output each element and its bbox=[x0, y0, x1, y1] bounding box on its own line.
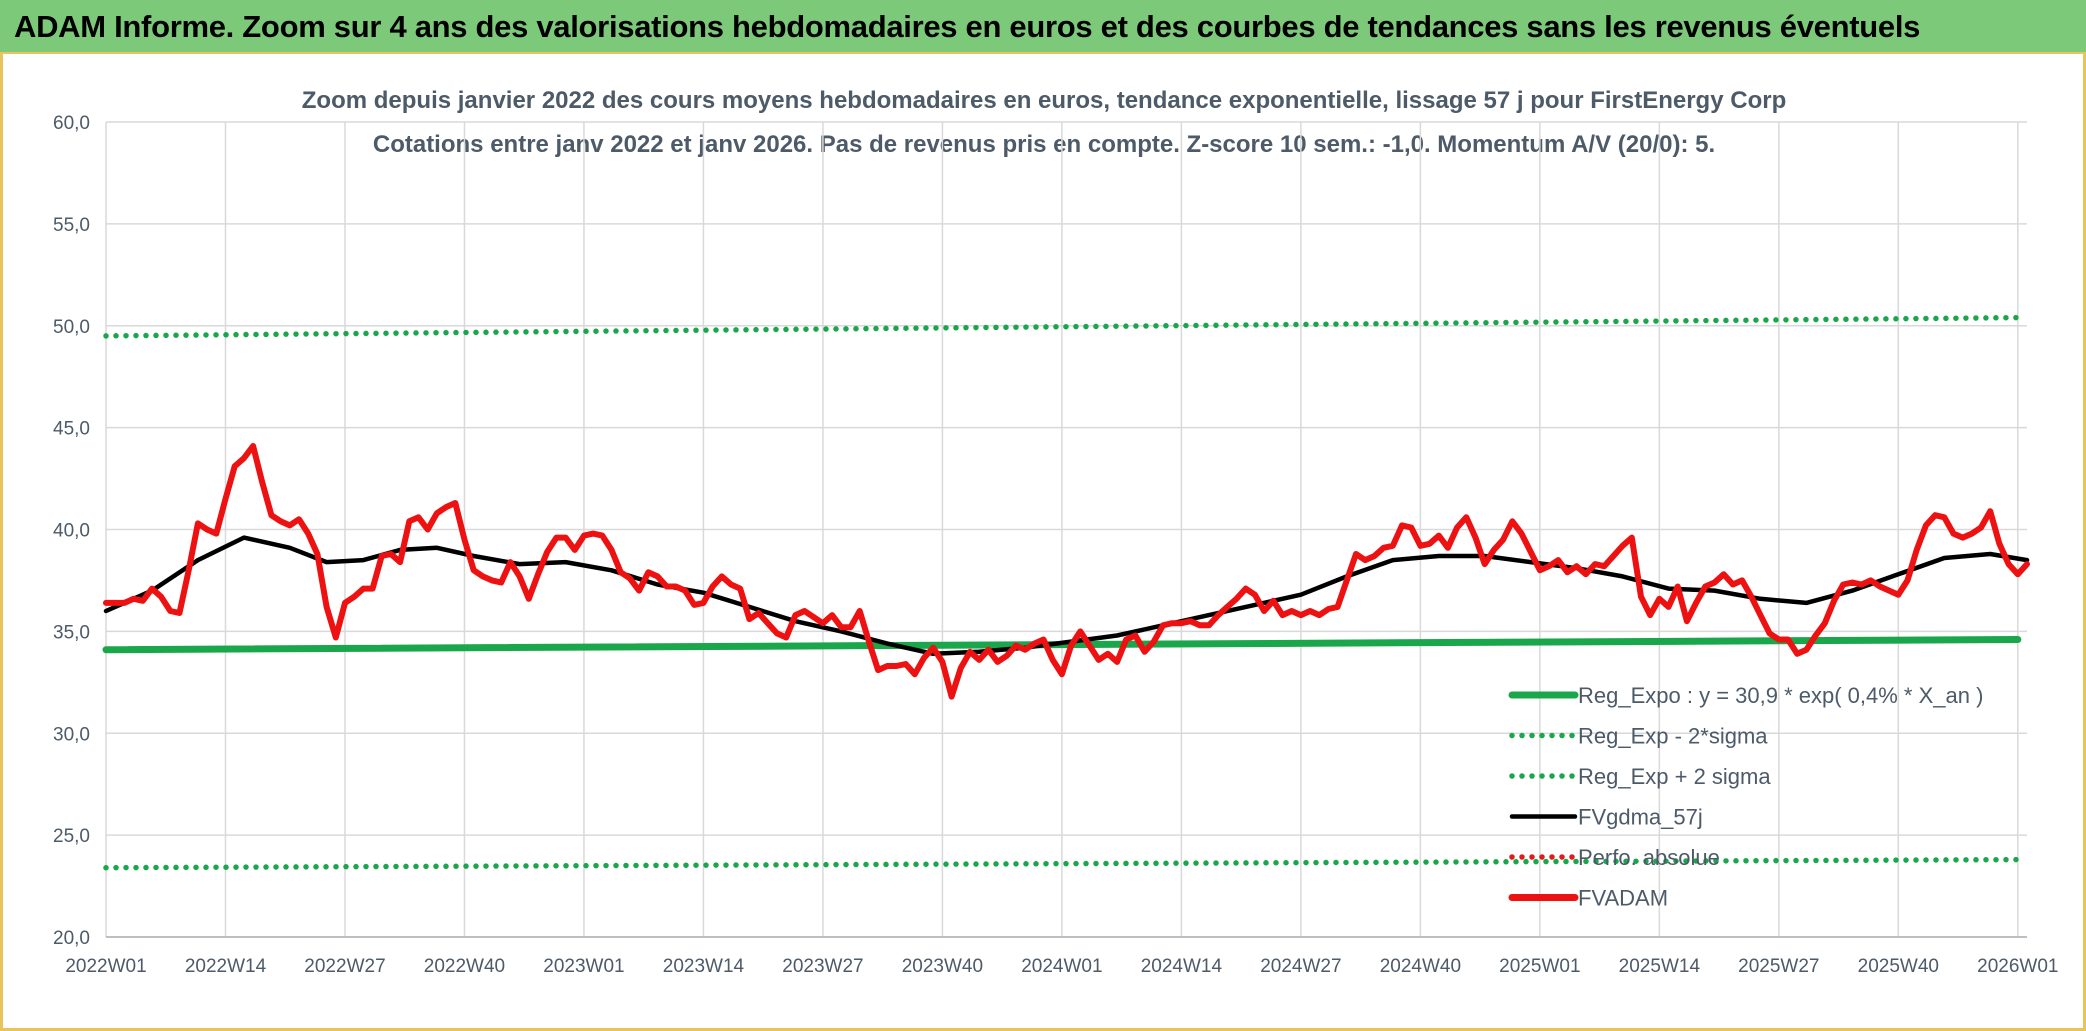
x-axis: 2022W01 2022W14 2022W27 2022W40 2023W01 2023W… bbox=[65, 936, 2058, 977]
header-banner: ADAM Informe. Zoom sur 4 ans des valoris… bbox=[0, 0, 2086, 54]
x-tick-label: 2023W40 bbox=[902, 956, 983, 977]
x-tick-label: 2023W27 bbox=[782, 956, 863, 977]
y-tick-label: 20,0 bbox=[53, 928, 90, 949]
plot-area bbox=[102, 314, 2030, 871]
y-tick-label: 55,0 bbox=[53, 215, 90, 236]
x-tick-label: 2023W14 bbox=[663, 956, 745, 977]
x-tick-label: 2024W14 bbox=[1141, 956, 1223, 977]
x-tick-label: 2025W14 bbox=[1619, 956, 1701, 977]
y-tick-label: 50,0 bbox=[53, 317, 90, 338]
series-line bbox=[103, 314, 2021, 339]
y-tick-label: 45,0 bbox=[53, 419, 90, 440]
x-tick-label: 2022W14 bbox=[185, 956, 267, 977]
report-title: ADAM Informe. Zoom sur 4 ans des valoris… bbox=[14, 9, 1921, 44]
y-tick-label: 30,0 bbox=[53, 724, 90, 745]
x-tick-label: 2025W27 bbox=[1738, 956, 1819, 977]
chart-subtitle: Cotations entre janv 2022 et janv 2026. … bbox=[373, 131, 1715, 158]
legend: Reg_Expo : y = 30,9 * exp( 0,4% * X_an )… bbox=[1508, 683, 1983, 911]
x-tick-label: 2024W40 bbox=[1380, 956, 1461, 977]
x-tick-label: 2024W27 bbox=[1260, 956, 1341, 977]
x-tick-label: 2022W01 bbox=[65, 956, 146, 977]
x-tick-label: 2024W01 bbox=[1021, 956, 1102, 977]
series-line bbox=[103, 856, 2021, 871]
y-tick-label: 25,0 bbox=[53, 826, 90, 847]
legend-label: FVADAM bbox=[1578, 886, 1668, 911]
legend-label: Reg_Expo : y = 30,9 * exp( 0,4% * X_an ) bbox=[1578, 683, 1983, 708]
chart-title: Zoom depuis janvier 2022 des cours moyen… bbox=[302, 87, 1786, 114]
series-line bbox=[103, 443, 2030, 700]
legend-label: Perfo. absolue bbox=[1578, 845, 1720, 870]
x-tick-label: 2022W27 bbox=[304, 956, 385, 977]
legend-label: Reg_Exp - 2*sigma bbox=[1578, 724, 1768, 749]
grid-lines bbox=[105, 121, 2027, 938]
y-tick-label: 60,0 bbox=[53, 113, 90, 134]
x-tick-label: 2026W01 bbox=[1977, 956, 2058, 977]
y-axis: 20,0 25,0 30,0 35,0 40,0 45,0 50,0 55,0 60,0 bbox=[53, 113, 90, 949]
legend-label: FVgdma_57j bbox=[1578, 805, 1703, 830]
legend-label: Reg_Exp + 2 sigma bbox=[1578, 764, 1771, 789]
y-tick-label: 40,0 bbox=[53, 521, 90, 542]
x-tick-label: 2025W40 bbox=[1858, 956, 1939, 977]
x-tick-label: 2022W40 bbox=[424, 956, 505, 977]
y-tick-label: 35,0 bbox=[53, 622, 90, 643]
x-tick-label: 2023W01 bbox=[543, 956, 624, 977]
x-tick-label: 2025W01 bbox=[1499, 956, 1580, 977]
